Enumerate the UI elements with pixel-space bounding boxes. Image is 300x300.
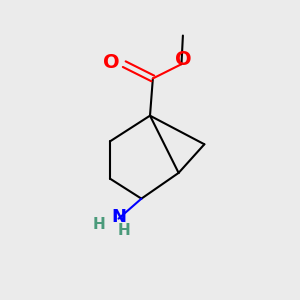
Text: H: H bbox=[93, 217, 105, 232]
Text: O: O bbox=[103, 53, 120, 72]
Text: H: H bbox=[118, 223, 130, 238]
Text: N: N bbox=[111, 208, 126, 226]
Text: O: O bbox=[176, 50, 192, 68]
